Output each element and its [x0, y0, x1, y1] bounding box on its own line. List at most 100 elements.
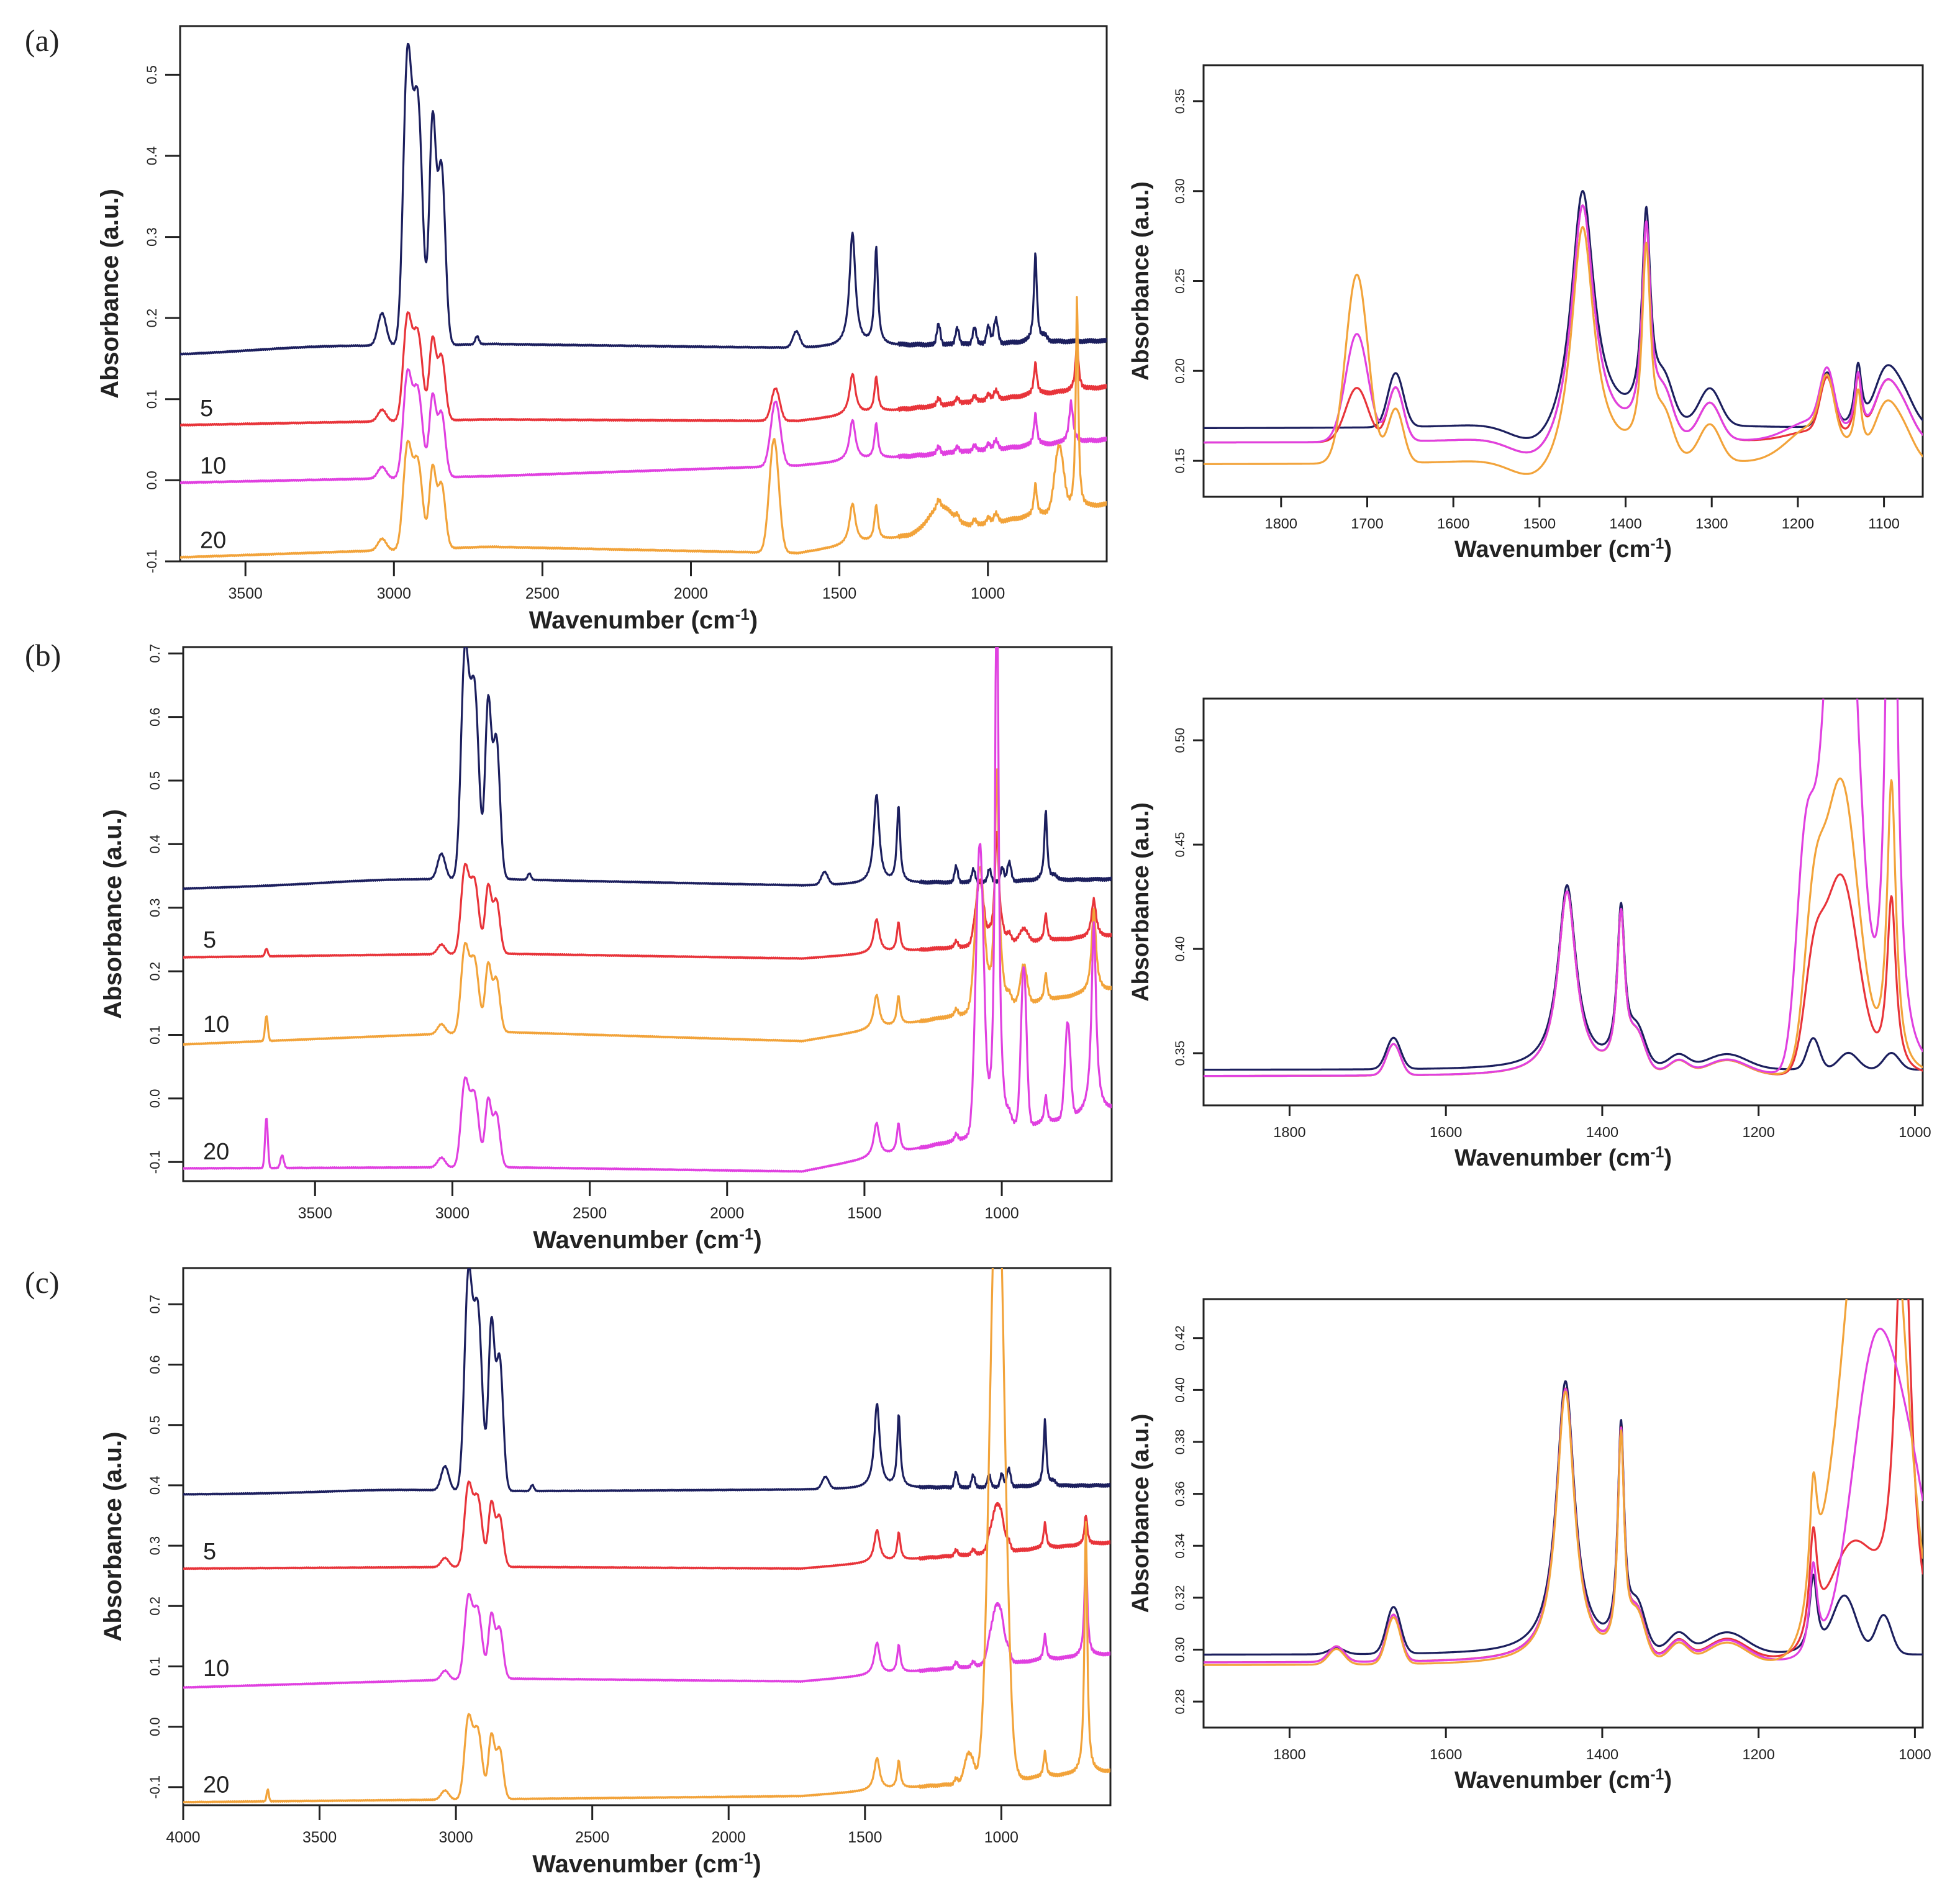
x-axis-label-text: Wavenumber (cm — [529, 607, 735, 634]
chart-c-full: 4000 3500 3000 2500 2000 1500 1000 -0.1 0.0 0.1 0.… — [99, 1267, 1112, 1878]
x-axis-label-sup: -1 — [735, 605, 750, 623]
y-tick-label: 0.2 — [147, 962, 163, 981]
plot-frame — [1202, 1298, 1924, 1729]
y-tick-label: 0.1 — [147, 1657, 163, 1676]
y-tick-label: 0.40 — [1173, 936, 1187, 962]
x-axis-label-sup: -1 — [1650, 1767, 1664, 1783]
y-tick-label: 0.50 — [1173, 728, 1187, 753]
y-tick-label: -0.1 — [147, 1150, 163, 1174]
y-tick-label: 0.42 — [1173, 1325, 1187, 1351]
series-line-0 — [183, 647, 1112, 890]
x-tick-label: 1500 — [847, 1205, 881, 1222]
x-tick-label: 3000 — [435, 1205, 470, 1222]
series-label-10: 10 — [203, 1656, 229, 1682]
series-line-20 — [180, 296, 1107, 559]
series-label-5: 5 — [203, 1539, 216, 1565]
plot-area — [183, 1268, 1110, 1804]
y-tick-label: 0.7 — [147, 1295, 163, 1314]
y-tick-label: 0.20 — [1173, 358, 1187, 384]
y-tick-label: 0.2 — [147, 1597, 163, 1616]
y-tick-label: 0.38 — [1173, 1430, 1187, 1455]
y-tick-label: 0.2 — [144, 309, 160, 328]
x-tick-label: 1600 — [1437, 515, 1469, 532]
series-label-10: 10 — [203, 1012, 229, 1038]
panel-letter-a: (a) — [25, 23, 60, 58]
x-tick-label: 1600 — [1430, 1124, 1462, 1140]
y-tick-label: 0.0 — [147, 1089, 163, 1108]
x-tick-label: 3000 — [439, 1829, 473, 1846]
x-tick-label: 1500 — [848, 1829, 882, 1846]
series-line-0 — [1204, 190, 1923, 439]
y-tick-label: 0.32 — [1173, 1585, 1187, 1611]
y-tick-label: 0.40 — [1173, 1377, 1187, 1403]
x-tick-label: 1100 — [1868, 515, 1900, 532]
x-axis-label-sup: -1 — [739, 1225, 753, 1243]
x-tick-label: 2500 — [573, 1205, 607, 1222]
x-tick-label: 1000 — [984, 1829, 1019, 1846]
x-tick-label: 1800 — [1273, 1124, 1305, 1140]
x-axis-label: Wavenumber (cm-1) — [1454, 1767, 1672, 1793]
x-tick-label: 3500 — [229, 586, 263, 602]
x-axis-label-end: ) — [1664, 1767, 1672, 1793]
x-axis-label-text: Wavenumber (cm — [1454, 537, 1650, 563]
y-tick-label: 0.45 — [1173, 832, 1187, 858]
x-tick-label: 2500 — [525, 586, 560, 602]
x-axis-label: Wavenumber (cm-1) — [533, 1225, 761, 1254]
y-axis-label: Absorbance (a.u.) — [99, 1432, 127, 1642]
y-tick-label: 0.4 — [144, 147, 160, 166]
x-tick-label: 1600 — [1430, 1746, 1462, 1762]
series-label-5: 5 — [200, 396, 213, 422]
x-tick-label: 1200 — [1742, 1746, 1774, 1762]
y-tick-label: 0.0 — [144, 471, 160, 490]
y-tick-label: 0.6 — [147, 707, 163, 727]
y-tick-label: 0.30 — [1173, 178, 1187, 204]
x-axis-label-end: ) — [1664, 537, 1672, 563]
y-tick-label: -0.1 — [144, 550, 160, 573]
chart-a-full: 3500 3000 2500 2000 1500 1000 -0.1 0.0 0.1 0.2 0.3… — [96, 25, 1108, 634]
series-line-20 — [1204, 699, 1923, 1077]
x-tick-label: 1700 — [1351, 515, 1383, 532]
plot-frame — [182, 1267, 1112, 1806]
series-line-5 — [183, 1480, 1110, 1570]
x-tick-label: 1400 — [1586, 1124, 1618, 1140]
panel-letter-b: (b) — [25, 638, 61, 673]
y-axis-label: Absorbance (a.u.) — [96, 189, 124, 399]
series-label-5: 5 — [203, 927, 216, 953]
y-tick-label: 0.34 — [1173, 1533, 1187, 1559]
x-tick-label: 1000 — [971, 586, 1005, 602]
y-tick-label: 0.30 — [1173, 1637, 1187, 1662]
series-line-20 — [183, 1268, 1110, 1804]
x-tick-label: 3000 — [377, 586, 411, 602]
x-tick-label: 2500 — [575, 1829, 609, 1846]
y-tick-label: 0.28 — [1173, 1689, 1187, 1715]
x-tick-label: 1000 — [984, 1205, 1019, 1222]
x-tick-label: 1000 — [1899, 1124, 1931, 1140]
plot-frame — [182, 646, 1113, 1182]
x-tick-label: 2000 — [710, 1205, 744, 1222]
x-tick-label: 1300 — [1695, 515, 1728, 532]
x-axis-label: Wavenumber (cm-1) — [532, 1849, 761, 1878]
x-axis-label-text: Wavenumber (cm — [1454, 1767, 1650, 1793]
x-axis-label-text: Wavenumber (cm — [532, 1851, 738, 1878]
y-tick-label: 0.35 — [1173, 1041, 1187, 1066]
plot-area — [180, 42, 1107, 559]
y-tick-label: 0.15 — [1173, 448, 1187, 474]
series-line-0 — [1204, 1380, 1923, 1656]
plot-frame — [1202, 697, 1924, 1107]
plot-area — [1204, 699, 1923, 1077]
y-tick-label: 0.1 — [144, 389, 160, 409]
series-line-10 — [183, 768, 1112, 1046]
y-tick-label: 0.3 — [147, 898, 163, 917]
y-tick-label: 0.7 — [147, 644, 163, 663]
x-axis-label: Wavenumber (cm-1) — [1454, 536, 1672, 563]
x-axis-label-end: ) — [753, 1851, 761, 1878]
y-tick-label: 0.3 — [147, 1536, 163, 1556]
x-tick-label: 2000 — [712, 1829, 746, 1846]
y-tick-label: 0.36 — [1173, 1481, 1187, 1507]
x-axis-label-text: Wavenumber (cm — [533, 1226, 739, 1254]
x-axis-label-sup: -1 — [1650, 536, 1664, 553]
series-label-20: 20 — [203, 1772, 229, 1798]
series-line-20 — [1204, 225, 1923, 475]
x-tick-label: 1500 — [1523, 515, 1556, 532]
